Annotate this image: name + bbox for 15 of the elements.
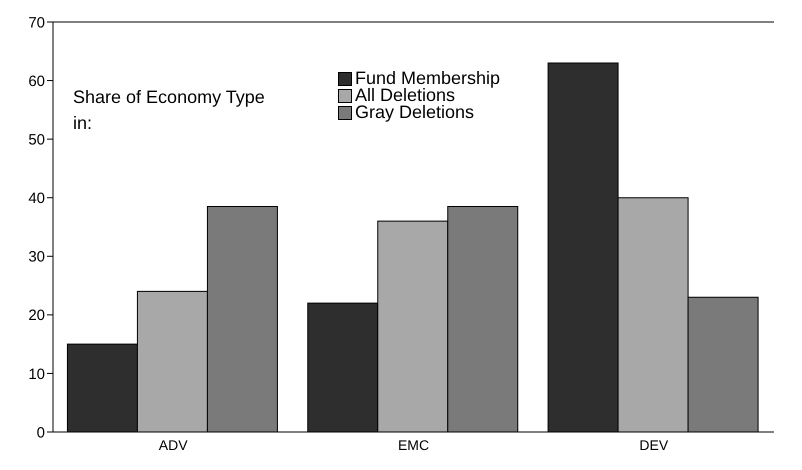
legend-label: All Deletions — [355, 85, 456, 105]
y-tick-label: 30 — [28, 248, 45, 266]
legend-label: Gray Deletions — [355, 102, 474, 122]
y-tick-label: 50 — [28, 131, 45, 148]
y-tick-label: 20 — [28, 307, 45, 324]
legend-label: Fund Membership — [355, 68, 500, 88]
y-tick-label: 60 — [28, 72, 45, 90]
y-tick-label: 10 — [28, 366, 45, 383]
x-tick-label: ADV — [158, 436, 188, 453]
y-tick-label: 40 — [28, 190, 45, 208]
x-tick-label: DEV — [639, 436, 669, 453]
annotation: Share of Economy Type in: — [73, 86, 266, 135]
x-tick-label: EMC — [398, 436, 430, 453]
y-tick-label: 0 — [36, 424, 45, 442]
y-tick-label: 70 — [28, 14, 45, 32]
